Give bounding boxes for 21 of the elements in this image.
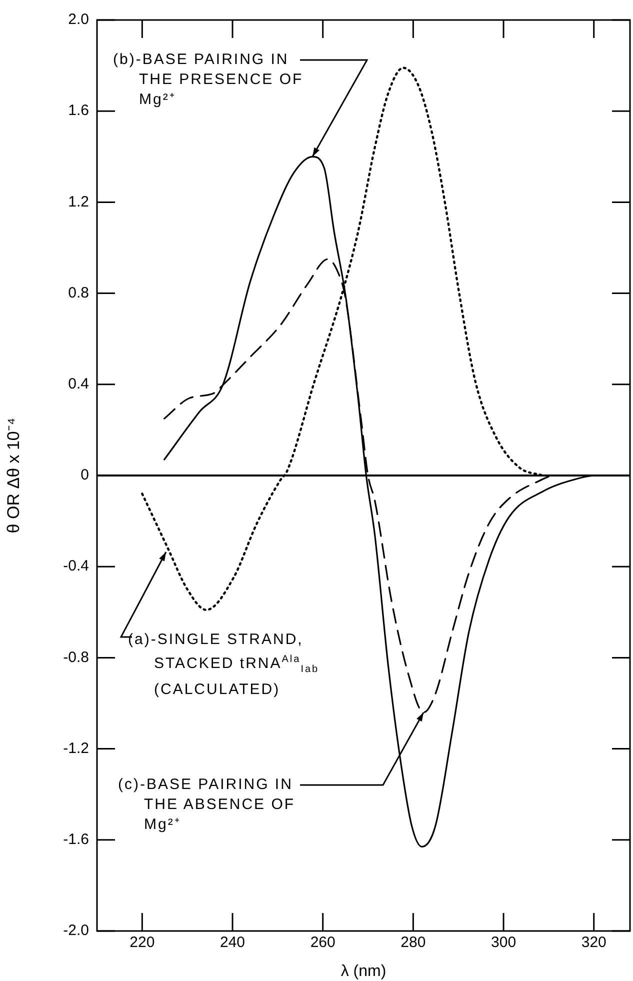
x-tick-label: 220 [130,934,155,952]
y-tick-label: -0.4 [63,558,89,575]
x-axis-title: λ (nm) [340,962,386,980]
y-tick-label: -1.2 [63,740,89,757]
x-tick-label: 260 [310,934,336,952]
y-tick-label: -1.6 [63,831,89,848]
y-tick-label: 0.8 [68,284,89,302]
x-tick-label: 300 [491,934,516,952]
x-tick-label: 240 [220,934,246,952]
y-tick-label: 1.2 [68,193,89,210]
y-tick-label: -2.0 [63,922,89,940]
y-tick-label: 0 [80,466,89,484]
y-tick-label: 1.6 [68,102,89,120]
y-tick-label: 2.0 [68,11,89,28]
annotation: (c)-BASE PAIRING IN THE ABSENCE OF Mg²⁺ [118,775,296,835]
x-tick-label: 280 [400,934,426,952]
x-tick-label: 320 [581,934,606,952]
y-tick-label: 0.4 [68,376,89,393]
annotation: (b)-BASE PAIRING IN THE PRESENCE OF Mg²⁺ [113,50,304,110]
y-axis-title: θ OR Δθ x 10⁻⁴ [4,418,23,534]
y-tick-label: -0.8 [63,648,89,666]
